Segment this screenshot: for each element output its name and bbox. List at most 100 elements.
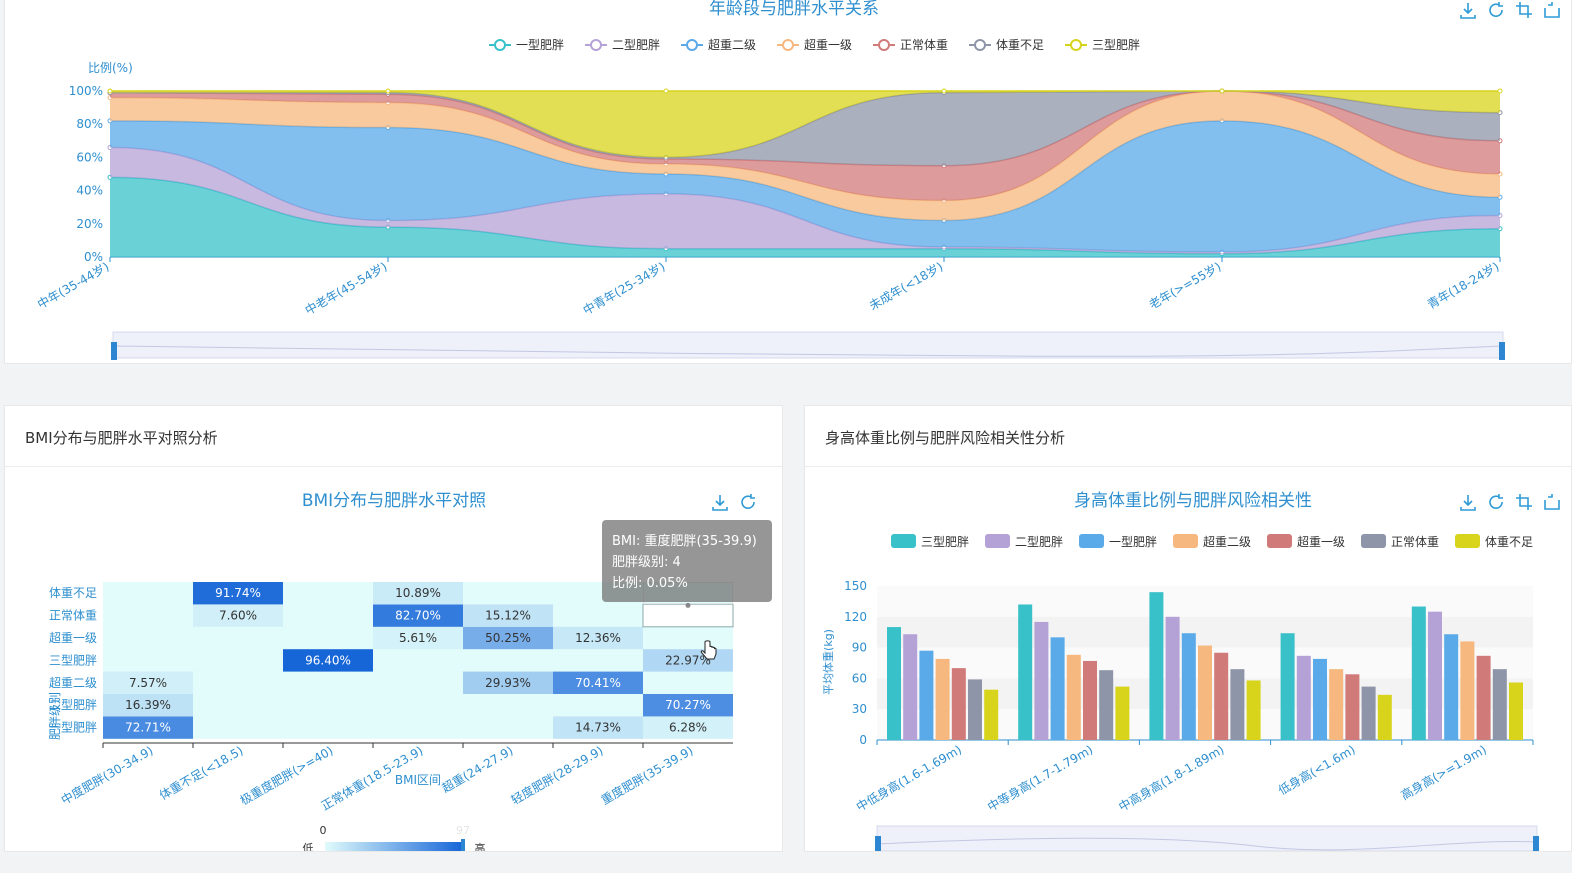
data-zoom-icon[interactable]: [1516, 494, 1532, 510]
refresh-icon[interactable]: [1489, 2, 1503, 17]
heatmap-cell[interactable]: [193, 582, 283, 605]
heatmap-bg-cell[interactable]: [283, 716, 373, 739]
bar[interactable]: [1230, 669, 1245, 740]
bar[interactable]: [1377, 694, 1392, 740]
heatmap-cell[interactable]: [553, 626, 643, 650]
bar[interactable]: [1050, 637, 1065, 740]
heatmap-bg-cell[interactable]: [283, 604, 373, 627]
heatmap-bg-cell[interactable]: [193, 671, 283, 694]
bar[interactable]: [1296, 655, 1311, 740]
heatmap-bg-cell[interactable]: [463, 582, 553, 605]
area-6[interactable]: [110, 91, 1500, 166]
slider-handle-right[interactable]: [1533, 836, 1539, 851]
bar[interactable]: [951, 668, 966, 740]
heatmap-bg-cell[interactable]: [373, 694, 463, 717]
area-point[interactable]: [1219, 88, 1225, 94]
heatmap-cell[interactable]: [643, 716, 733, 739]
heatmap-bg-cell[interactable]: [193, 694, 283, 717]
bar[interactable]: [1165, 616, 1180, 740]
bar[interactable]: [935, 658, 950, 740]
heatmap-cell[interactable]: [463, 604, 553, 627]
heatmap-bg-cell[interactable]: [193, 716, 283, 739]
heatmap-bg-cell[interactable]: [283, 694, 373, 717]
area-2[interactable]: [110, 147, 1500, 254]
bar[interactable]: [1460, 641, 1475, 740]
heatmap-cell[interactable]: [193, 604, 283, 627]
zoom-reset-icon[interactable]: [1544, 2, 1560, 18]
heatmap-bg-cell[interactable]: [553, 649, 643, 672]
bar[interactable]: [1066, 654, 1081, 740]
area-point[interactable]: [107, 88, 113, 94]
bar[interactable]: [887, 627, 901, 740]
heatmap-bg-cell[interactable]: [553, 604, 643, 627]
bar[interactable]: [1115, 686, 1130, 740]
bar-legend-item-4[interactable]: 超重二级: [1173, 534, 1251, 549]
heatmap-bg-cell[interactable]: [103, 626, 193, 650]
download-icon[interactable]: [1460, 495, 1476, 511]
area-1[interactable]: [110, 177, 1500, 257]
area-4[interactable]: [110, 91, 1500, 221]
area-point[interactable]: [663, 88, 669, 94]
download-icon[interactable]: [1460, 3, 1476, 19]
bar[interactable]: [1361, 686, 1376, 740]
heatmap-bg-cell[interactable]: [283, 582, 373, 605]
visual-map-bar[interactable]: [325, 842, 463, 851]
heatmap-cell[interactable]: [463, 671, 553, 694]
heatmap-cell[interactable]: [463, 626, 553, 650]
area-point[interactable]: [385, 88, 391, 94]
heatmap-cell[interactable]: [103, 716, 193, 739]
bar[interactable]: [1329, 669, 1344, 740]
heatmap-cell[interactable]: [373, 582, 463, 605]
area-7[interactable]: [110, 91, 1500, 158]
heatmap-bg-cell[interactable]: [373, 649, 463, 672]
bar[interactable]: [1181, 633, 1196, 740]
heatmap-cell[interactable]: [553, 671, 643, 694]
visual-map-handle[interactable]: [461, 839, 465, 851]
heatmap-cell[interactable]: [373, 604, 463, 627]
heatmap-bg-cell[interactable]: [283, 626, 373, 650]
area-3[interactable]: [110, 120, 1500, 253]
heatmap-visual-map[interactable]: 0 97 低 高: [303, 824, 486, 851]
bar-legend-item-1[interactable]: 三型肥胖: [891, 534, 969, 549]
heatmap-bg-cell[interactable]: [463, 694, 553, 717]
heatmap-bg-cell[interactable]: [193, 649, 283, 672]
bar-legend-item-3[interactable]: 一型肥胖: [1079, 534, 1157, 549]
bar-legend-item-2[interactable]: 二型肥胖: [985, 534, 1063, 549]
bar[interactable]: [1411, 606, 1426, 740]
heatmap-cell[interactable]: [553, 716, 643, 739]
refresh-icon[interactable]: [1489, 494, 1503, 509]
legend-item-1[interactable]: 一型肥胖: [489, 38, 564, 52]
bar[interactable]: [919, 650, 934, 740]
legend-item-2[interactable]: 二型肥胖: [585, 38, 660, 52]
heatmap-cell[interactable]: [373, 626, 463, 650]
area-point[interactable]: [1497, 88, 1503, 94]
legend-item-5[interactable]: 正常体重: [873, 38, 948, 52]
bar[interactable]: [1345, 674, 1360, 740]
bar[interactable]: [968, 679, 982, 740]
top-data-zoom-slider[interactable]: [111, 331, 1505, 360]
zoom-reset-icon[interactable]: [1544, 494, 1560, 510]
heatmap-cell[interactable]: [283, 649, 373, 672]
heatmap-cell[interactable]: [103, 694, 193, 717]
bar-data-zoom-slider[interactable]: [875, 825, 1539, 851]
bar-legend-item-7[interactable]: 体重不足: [1455, 534, 1533, 549]
legend-item-7[interactable]: 三型肥胖: [1065, 38, 1140, 52]
download-icon[interactable]: [712, 495, 728, 511]
bar[interactable]: [1492, 669, 1507, 740]
legend-item-3[interactable]: 超重二级: [681, 37, 756, 52]
bar-legend-item-6[interactable]: 正常体重: [1361, 534, 1439, 549]
area-5[interactable]: [110, 91, 1500, 201]
refresh-icon[interactable]: [741, 494, 755, 509]
legend-item-6[interactable]: 体重不足: [969, 38, 1044, 52]
heatmap-bg-cell[interactable]: [463, 649, 553, 672]
bar[interactable]: [903, 634, 918, 740]
slider-handle-left[interactable]: [875, 836, 881, 851]
bar[interactable]: [1018, 604, 1033, 740]
bar-legend-item-5[interactable]: 超重一级: [1267, 534, 1345, 549]
slider-handle-left[interactable]: [111, 342, 117, 360]
heatmap-bg-cell[interactable]: [463, 716, 553, 739]
legend-item-4[interactable]: 超重一级: [777, 37, 852, 52]
heatmap-bg-cell[interactable]: [103, 604, 193, 627]
area-point[interactable]: [941, 88, 947, 94]
heatmap-cell[interactable]: [103, 671, 193, 694]
